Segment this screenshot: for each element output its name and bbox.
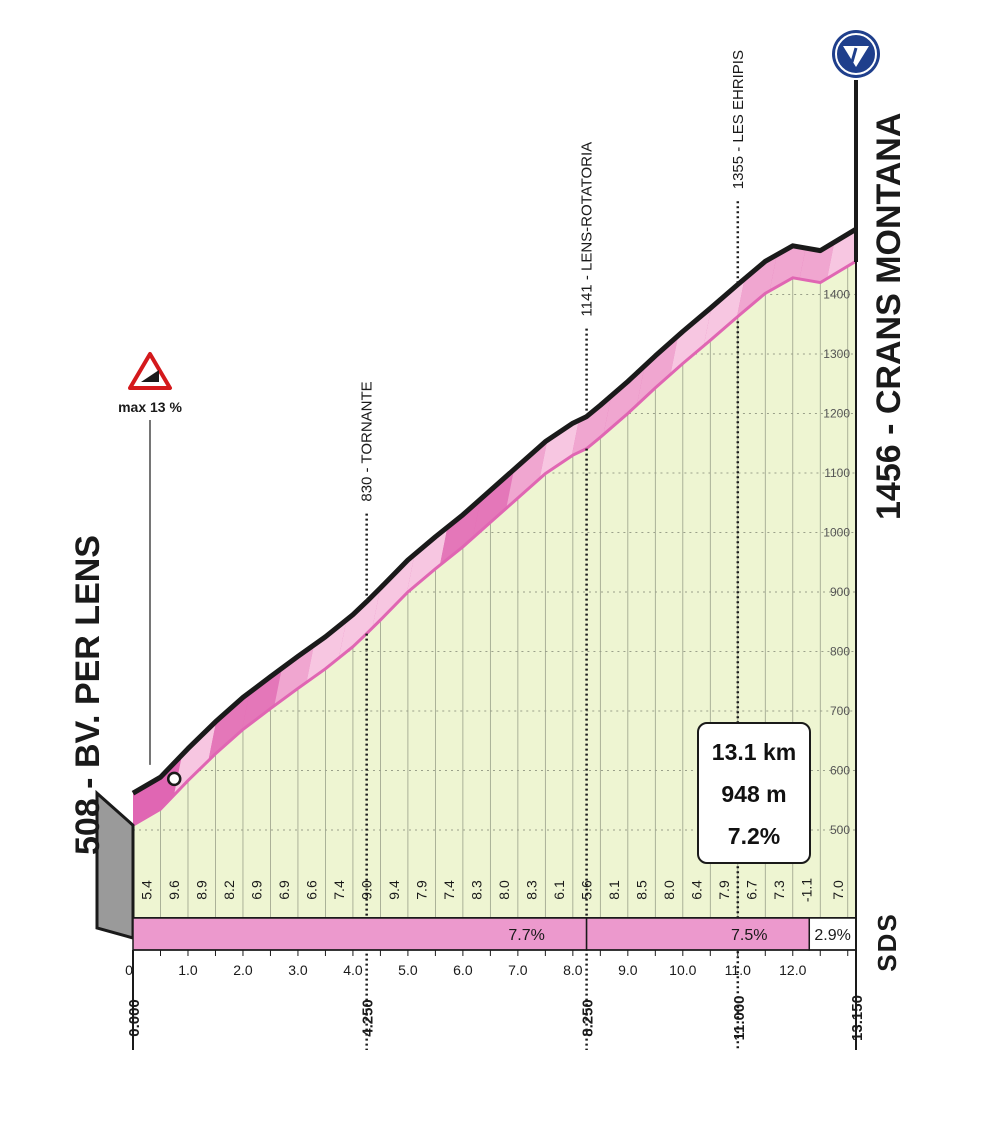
distance-mark: 0.000 xyxy=(126,999,143,1037)
average-gradient-bar xyxy=(585,917,811,951)
profile-fill-layer xyxy=(133,261,856,918)
gradient-value: 9.6 xyxy=(166,880,182,900)
max-gradient-marker xyxy=(166,771,182,787)
gradient-value: -1.1 xyxy=(799,878,815,902)
brand-logo: SDS xyxy=(872,912,902,971)
road-baseline xyxy=(132,259,857,827)
y-tick-label: 1400 xyxy=(823,288,850,302)
x-tick-label: 10.0 xyxy=(669,962,696,978)
gradient-value: 5.4 xyxy=(139,880,155,900)
gradient-value: 8.3 xyxy=(469,880,485,900)
summary-box: 13.1 km 948 m 7.2% xyxy=(697,722,811,864)
gradient-value: 6.9 xyxy=(276,880,292,900)
distance-mark: 8.250 xyxy=(580,999,597,1037)
gradient-value: 6.6 xyxy=(304,880,320,900)
gradient-value: 8.0 xyxy=(661,880,677,900)
gradient-value: 6.9 xyxy=(249,880,265,900)
road-outline xyxy=(131,227,858,796)
finish-triangle-icon xyxy=(832,30,880,78)
gradient-value: 7.4 xyxy=(441,880,457,900)
average-gradient-bar xyxy=(808,917,857,951)
gradient-value: 7.4 xyxy=(331,880,347,900)
waypoint-label: 1141 - LENS-ROTATORIA xyxy=(579,142,596,317)
summary-avg-gradient: 7.2% xyxy=(728,823,780,849)
x-tick-label: 1.0 xyxy=(178,962,198,978)
x-tick-label: 7.0 xyxy=(508,962,528,978)
finish-label: 1456 - CRANS MONTANA xyxy=(870,113,908,520)
y-tick-label: 700 xyxy=(830,704,850,718)
x-tick-label: 12.0 xyxy=(779,962,806,978)
gradient-value: 8.9 xyxy=(194,880,210,900)
x-tick-label: 4.0 xyxy=(343,962,363,978)
steep-gradient-warning-icon xyxy=(128,352,172,390)
start-wall xyxy=(95,789,135,940)
gradient-value: 9.0 xyxy=(359,880,375,900)
gradient-value: 7.3 xyxy=(771,880,787,900)
y-tick-label: 800 xyxy=(830,645,850,659)
distance-mark: 4.250 xyxy=(360,999,377,1037)
y-tick-label: 1100 xyxy=(824,466,850,480)
profile-area xyxy=(133,261,856,918)
y-tick-label: 500 xyxy=(830,823,850,837)
y-tick-label: 1300 xyxy=(823,347,850,361)
average-gradient-label: 7.5% xyxy=(731,927,767,944)
x-tick-label: 8.0 xyxy=(563,962,583,978)
gradient-value: 8.2 xyxy=(221,880,237,900)
gradient-value: 8.5 xyxy=(634,880,650,900)
y-tick-label: 900 xyxy=(830,585,850,599)
gradient-value: 5.6 xyxy=(579,880,595,900)
y-tick-label: 1000 xyxy=(823,526,850,540)
gradient-value: 7.9 xyxy=(414,880,430,900)
gradient-value: 6.4 xyxy=(689,880,705,900)
x-tick-label: 2.0 xyxy=(233,962,253,978)
gradient-value: 8.0 xyxy=(496,880,512,900)
gradient-value: 8.3 xyxy=(524,880,540,900)
start-label: 508 - BV. PER LENS xyxy=(69,535,107,855)
waypoint-label: 830 - TORNANTE xyxy=(359,381,376,501)
gradient-value: 8.1 xyxy=(606,880,622,900)
x-tick-label: 11.0 xyxy=(725,962,751,978)
x-tick-label: 5.0 xyxy=(398,962,418,978)
average-gradient-label: 2.9% xyxy=(814,927,850,944)
average-gradient-label: 7.7% xyxy=(508,927,544,944)
distance-mark: 11.000 xyxy=(731,995,748,1040)
gradient-value: 9.4 xyxy=(386,880,402,900)
summary-distance: 13.1 km xyxy=(712,739,796,765)
gradient-value: 6.1 xyxy=(551,880,567,900)
y-tick-label: 600 xyxy=(830,764,850,778)
max-gradient-label: max 13 % xyxy=(118,399,182,415)
x-tick-label: 6.0 xyxy=(453,962,473,978)
x-tick-label: 3.0 xyxy=(288,962,308,978)
gradient-value: 7.9 xyxy=(716,880,732,900)
x-tick-label: 9.0 xyxy=(618,962,638,978)
gradient-value: 6.7 xyxy=(744,880,760,900)
gradient-value: 7.0 xyxy=(830,880,846,900)
summary-elevation-gain: 948 m xyxy=(721,781,786,807)
x-tick-label: 0 xyxy=(125,962,133,978)
axis-layer: 0 1.0 2.0 3.0 4.0 5.0 6.0 7.0 8.0 9.0 10.0 11.0 12.0… xyxy=(125,262,866,1050)
y-tick-label: 1200 xyxy=(823,407,850,421)
waypoint-label: 1355 - LES EHRIPIS xyxy=(730,50,747,189)
start-wall-face xyxy=(95,789,135,940)
distance-mark: 13.150 xyxy=(849,995,866,1041)
